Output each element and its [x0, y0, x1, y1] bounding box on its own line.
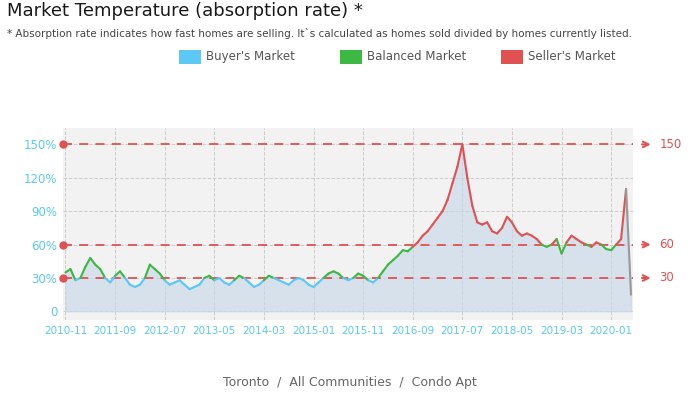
Text: Seller's Market: Seller's Market — [528, 50, 615, 64]
Text: * Absorption rate indicates how fast homes are selling. It`s calculated as homes: * Absorption rate indicates how fast hom… — [7, 28, 632, 39]
Text: Balanced Market: Balanced Market — [367, 50, 466, 64]
Text: 60: 60 — [659, 238, 674, 251]
Text: 30: 30 — [659, 272, 674, 285]
Text: 150: 150 — [659, 138, 681, 151]
Text: Market Temperature (absorption rate) *: Market Temperature (absorption rate) * — [7, 2, 363, 20]
Text: Buyer's Market: Buyer's Market — [206, 50, 295, 64]
Text: Toronto  /  All Communities  /  Condo Apt: Toronto / All Communities / Condo Apt — [223, 376, 477, 389]
